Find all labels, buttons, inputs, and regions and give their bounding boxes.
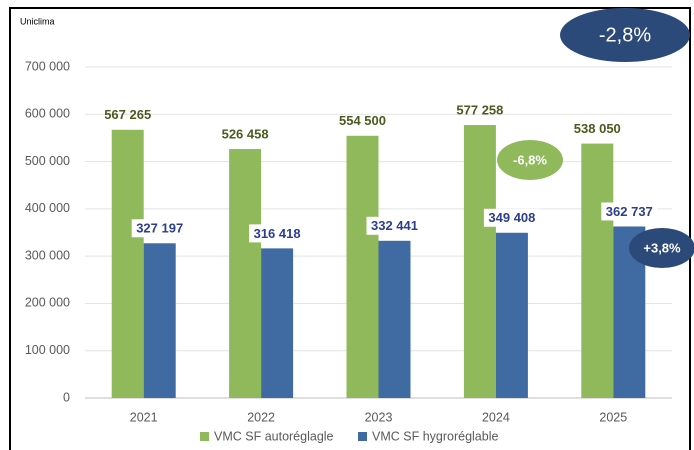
bar [463,125,496,398]
legend-swatch [358,432,367,441]
data-label: 332 441 [371,218,418,233]
y-tick-label: 100 000 [25,343,70,357]
bar [581,143,614,398]
data-label: 327 197 [136,221,183,236]
frame [9,7,691,450]
bar [346,135,379,398]
x-tick-label: 2022 [247,410,275,424]
data-label: 554 500 [339,113,386,128]
label-background [601,202,658,221]
bar [261,248,294,398]
y-tick-label: 500 000 [25,154,70,168]
annotation: -6,8% [513,152,547,167]
data-label: 526 458 [222,126,269,141]
data-label: 316 418 [254,226,301,241]
y-tick-label: 200 000 [25,296,70,310]
y-tick-label: 600 000 [25,107,70,121]
data-label: 567 265 [104,107,151,122]
label-background [249,224,306,243]
legend-swatch [200,432,209,441]
label-background [483,208,540,227]
bar [229,149,262,398]
annotation-bubble [560,8,690,62]
bar [143,243,176,398]
data-label: 538 050 [574,121,621,136]
annotation-bubble [629,228,694,268]
data-label: 349 408 [488,210,535,225]
bar [495,232,528,398]
y-tick-label: 700 000 [25,59,70,73]
legend-label: VMC SF autoréglagle [214,429,334,443]
annotation: -2,8% [599,24,651,46]
bar [378,240,411,398]
x-tick-label: 2023 [365,410,393,424]
source: Uniclima [20,16,55,26]
label-background [366,216,423,235]
annotation: +3,8% [643,240,681,255]
x-tick-label: 2024 [482,410,510,424]
bar [111,129,144,398]
data-label: 577 258 [456,102,503,117]
label-background [131,219,188,238]
annotation-bubble [497,140,563,180]
data-label: 362 737 [606,204,653,219]
y-tick-label: 300 000 [25,248,70,262]
x-tick-label: 2025 [599,410,627,424]
legend-label: VMC SF hygroréglable [372,429,498,443]
x-tick-label: 2021 [130,410,158,424]
y-tick-label: 400 000 [25,201,70,215]
y-tick-label: 0 [63,390,70,404]
